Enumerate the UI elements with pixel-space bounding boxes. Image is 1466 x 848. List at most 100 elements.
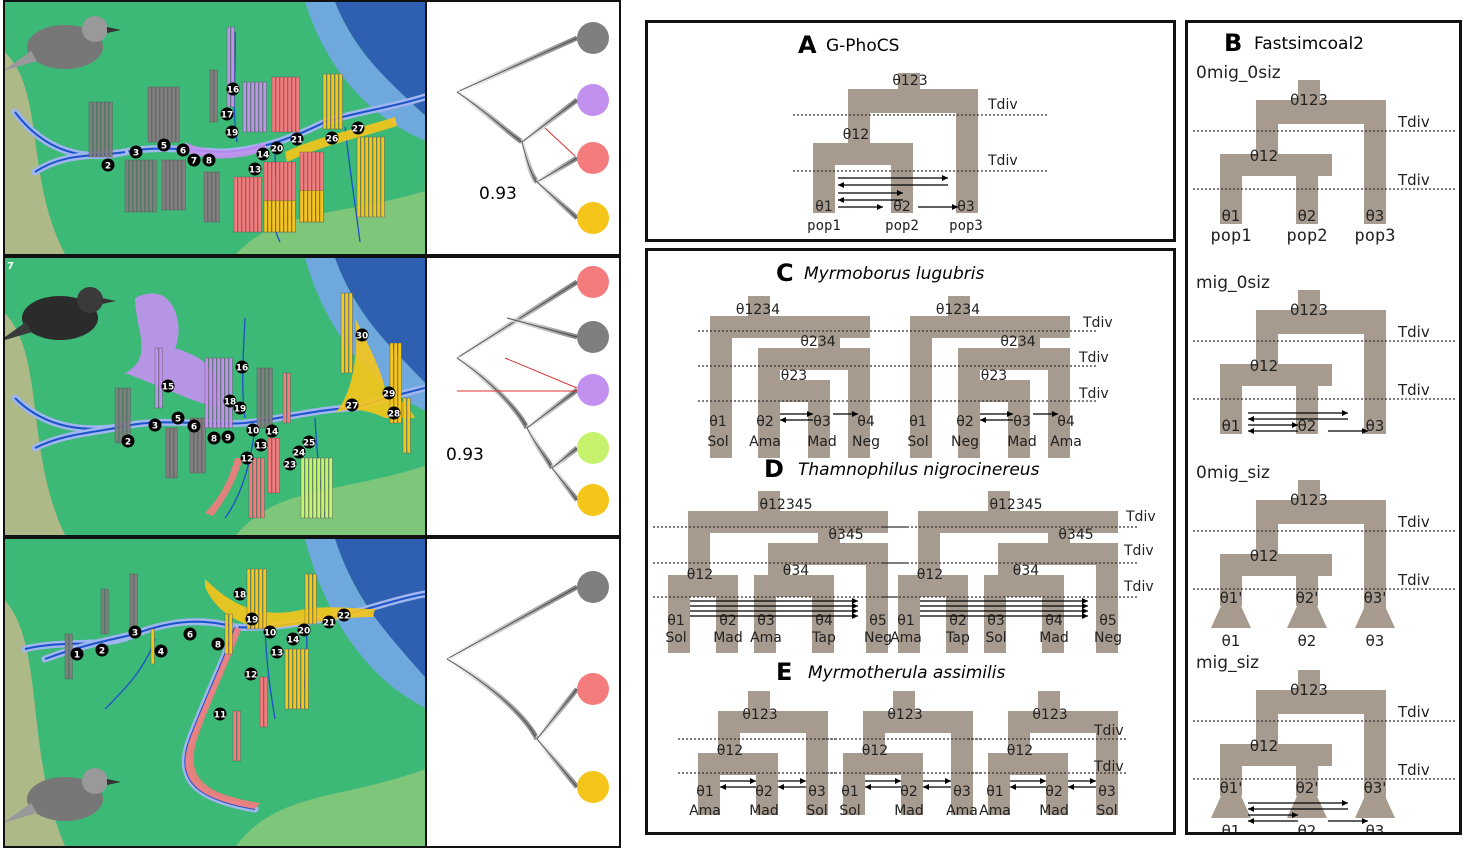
node-label: θ34 (1013, 563, 1039, 579)
pop-label: Mad (1039, 803, 1069, 819)
structure-bar-admix (315, 190, 320, 223)
structure-bar (232, 710, 237, 762)
locality-label: 8 (215, 641, 221, 651)
structure-bar (228, 613, 233, 655)
tree-branch (526, 427, 553, 469)
structure-bar (254, 81, 259, 133)
structure-bar (340, 292, 345, 374)
population-block (1256, 690, 1386, 714)
arrow-head (945, 778, 951, 784)
locality-marker (226, 82, 240, 96)
tip-label: θ1 (909, 414, 926, 430)
tdiv-label: Tdiv (987, 97, 1018, 113)
population-block (988, 775, 1010, 815)
node-label: θ23 (981, 368, 1007, 384)
structure-bar (159, 86, 164, 143)
node-label: θ12345 (989, 497, 1042, 513)
pop-label: Ama (946, 803, 978, 819)
population-block (818, 533, 840, 543)
structure-bar (208, 357, 213, 429)
tdiv-label: Tdiv (1125, 509, 1156, 525)
population-block (1296, 176, 1318, 224)
arrow-head (1082, 613, 1088, 619)
structure-bar (295, 76, 300, 133)
structure-bar (209, 69, 214, 123)
structure-bar (104, 101, 109, 158)
tdiv-label: Tdiv (1123, 579, 1154, 595)
range-area (185, 142, 267, 159)
bird-tail (5, 51, 37, 71)
structure-bar (300, 457, 305, 519)
node-label: θ123 (742, 707, 777, 723)
arrow-head (778, 784, 784, 790)
pop-label: Sol (1096, 803, 1117, 819)
arrow-head (1068, 784, 1074, 790)
node-label: θ234 (800, 334, 835, 350)
locality-marker (254, 438, 268, 452)
tip-label: θ3 (1098, 784, 1115, 800)
locality-marker (382, 386, 396, 400)
locality-marker (101, 158, 115, 172)
tip-label-bottom: θ2 (1298, 822, 1317, 832)
structure-bar (163, 86, 168, 143)
structure-bar (155, 86, 160, 143)
tip-label: θ2 (755, 784, 772, 800)
population-block (710, 338, 732, 458)
tip-label: θ2 (719, 613, 736, 629)
population-block (758, 402, 780, 458)
structure-bar (230, 26, 235, 108)
map-panel-2: 2 3 5 6 8 9 10 12 13 14 15 16 18 19 23 24 25 27 28 29 30 7 (3, 256, 427, 537)
ocean-area (335, 258, 425, 383)
locality-marker (290, 132, 304, 146)
structure-bar (283, 76, 288, 133)
structure-bar (249, 176, 254, 233)
introgression-line (504, 357, 578, 389)
structure-bar (267, 437, 272, 494)
structure-bar (203, 171, 208, 223)
tip-yellow (577, 771, 609, 803)
locality-label: 30 (356, 332, 369, 342)
structure-bar (181, 159, 186, 211)
pop-label: Neg (864, 630, 892, 646)
population-block (1220, 176, 1242, 224)
tip-label: θ3 (813, 414, 830, 430)
locality-marker (235, 360, 249, 374)
introgression-line (544, 127, 576, 157)
locality-label: 20 (298, 627, 311, 637)
range-area (335, 318, 415, 418)
locality-label: 6 (191, 423, 197, 433)
pop-label: Ama (1050, 434, 1082, 450)
locality-label: 11 (214, 711, 227, 721)
arrow-head (1082, 608, 1088, 614)
population-block (758, 370, 780, 380)
tree-branch (526, 389, 578, 429)
structure-bar (129, 573, 134, 635)
locality-label: 16 (236, 364, 249, 374)
tdiv-label: Tdiv (1397, 571, 1430, 589)
structure-bar (406, 397, 411, 454)
structure-bar (256, 457, 261, 519)
highland-area (236, 769, 425, 846)
pop-label: Mad (894, 803, 924, 819)
population-block (1048, 533, 1070, 543)
population-block (1018, 338, 1040, 348)
locality-label: 18 (234, 591, 247, 601)
tip-label: θ1 (841, 784, 858, 800)
structure-bar (304, 573, 309, 625)
range-area (285, 117, 397, 162)
locality-marker (292, 445, 306, 459)
structure-bar (258, 81, 263, 133)
population-block (1296, 766, 1318, 796)
structure-bar (259, 676, 264, 728)
locality-label: 9 (225, 434, 231, 444)
structure-bar (286, 372, 291, 424)
tip-label: θ1 (986, 784, 1003, 800)
pop-label: Sol (985, 630, 1006, 646)
locality-marker (211, 637, 225, 651)
range-area (205, 458, 243, 516)
tip-yellow (577, 202, 609, 234)
structure-bar (312, 573, 317, 625)
population-block (754, 575, 834, 597)
size-change-block (1287, 606, 1327, 628)
locality-marker (387, 406, 401, 420)
